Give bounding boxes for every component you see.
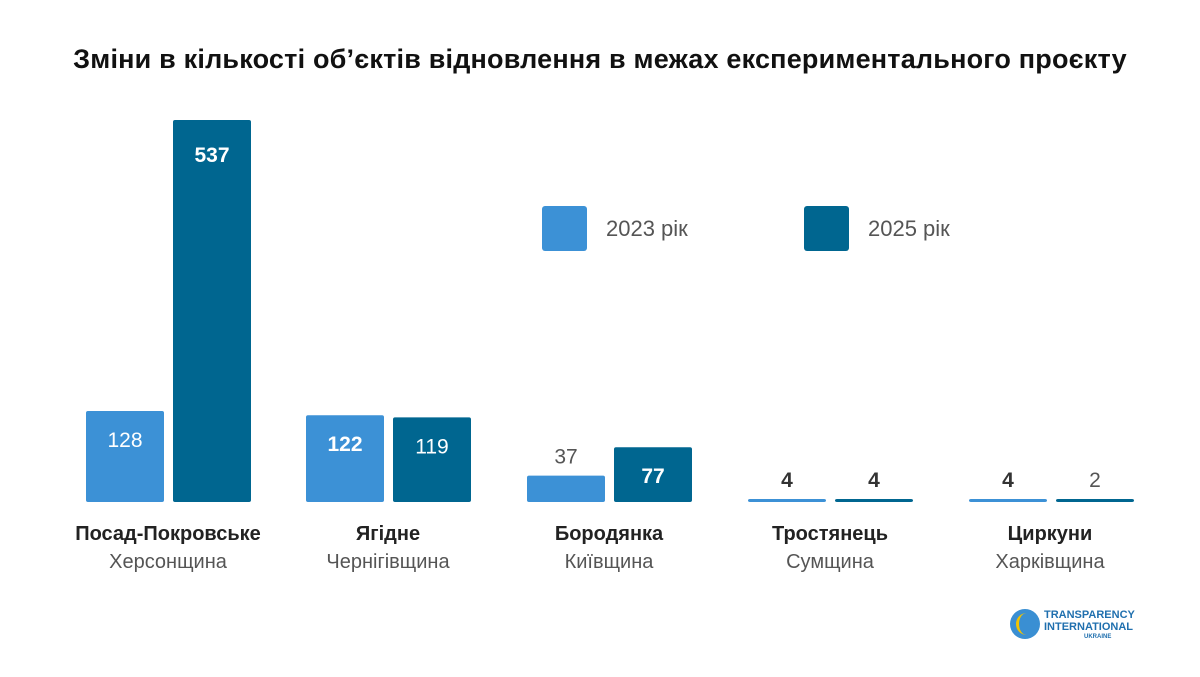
bar-2025-рік-3 (835, 499, 913, 502)
bar-2025-рік-4 (1056, 499, 1134, 502)
bar-2023-рік-4 (969, 499, 1047, 502)
category-name: Циркуни (1007, 523, 1093, 545)
category-name: Бородянка (554, 523, 664, 545)
chart-title: Зміни в кількості об’єктів відновлення в… (73, 44, 1127, 74)
bar-2023-рік-2 (527, 475, 605, 502)
bar-value-label: 4 (868, 469, 880, 492)
globe-stroke-icon (1016, 613, 1037, 635)
category-region: Херсонщина (109, 551, 227, 573)
bar-value-label: 119 (415, 435, 448, 458)
bar-2025-рік-1 (393, 417, 471, 502)
category-region: Харківщина (995, 551, 1105, 573)
bar-2025-рік-2 (614, 447, 692, 502)
bar-value-label: 37 (554, 446, 577, 469)
category-name: Ягідне (355, 523, 421, 545)
legend-label-2025: 2025 рік (868, 216, 950, 241)
category-region: Київщина (564, 551, 654, 573)
bar-value-label: 537 (194, 144, 229, 167)
category-region: Чернігівщина (326, 551, 450, 573)
bar-2023-рік-0 (86, 410, 164, 502)
category-name: Посад-Покровське (75, 523, 261, 545)
bar-value-label: 2 (1089, 469, 1101, 492)
bar-2025-рік-0 (173, 120, 251, 502)
bar-value-label: 128 (107, 429, 142, 452)
legend-swatch-2023 (542, 206, 587, 251)
legend-swatch-2025 (804, 206, 849, 251)
bar-2023-рік-3 (748, 499, 826, 502)
bar-2023-рік-1 (306, 415, 384, 502)
logo-text-line2: INTERNATIONAL (1044, 621, 1134, 633)
bar-value-label: 77 (641, 465, 664, 488)
bar-value-label: 122 (327, 433, 362, 456)
category-name: Тростянець (771, 523, 888, 545)
logo-text-line1: TRANSPARENCY (1044, 609, 1135, 621)
bar-value-label: 4 (1002, 469, 1014, 492)
transparency-international-logo: TRANSPARENCY INTERNATIONAL UKRAINE (1010, 607, 1160, 647)
bar-value-label: 4 (781, 469, 793, 492)
legend-label-2023: 2023 рік (606, 216, 688, 241)
logo-text-line3: UKRAINE (1084, 634, 1112, 640)
category-region: Сумщина (786, 551, 874, 573)
